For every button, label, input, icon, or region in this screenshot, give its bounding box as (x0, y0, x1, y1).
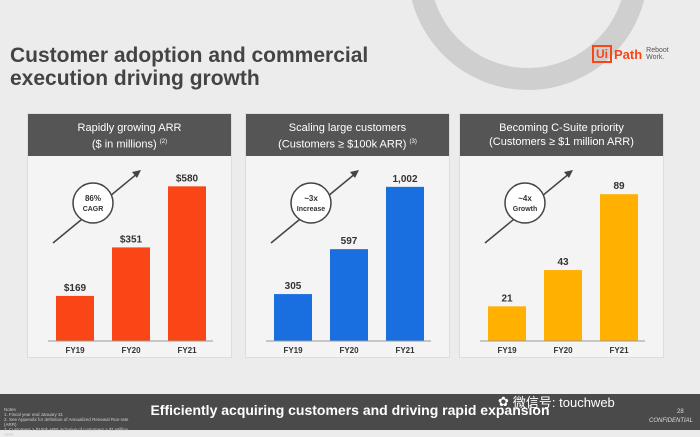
tick-label: FY19 (283, 346, 303, 355)
bar-fy19 (56, 295, 94, 341)
tick-label: FY20 (339, 346, 359, 355)
bar-fy21 (168, 186, 206, 341)
badge-value: ~3x (304, 194, 318, 203)
data-label: $351 (120, 234, 143, 245)
growth-badge (504, 182, 546, 224)
tick-label: FY21 (609, 346, 629, 355)
badge-value: 86% (85, 194, 101, 203)
page-number: 28 (677, 409, 684, 415)
data-label: $580 (176, 173, 199, 184)
badge-caption: Growth (513, 206, 538, 213)
panel-header: Rapidly growing ARR ($ in millions) (2) (28, 114, 231, 156)
bar-fy21 (600, 194, 638, 341)
chart-panel-c-suite: Becoming C-Suite priority (Customers ≥ $… (459, 113, 664, 358)
growth-badge (290, 182, 332, 224)
page-title: Customer adoption and commercial executi… (10, 44, 369, 90)
uipath-logo: Ui Path Reboot Work. (592, 45, 669, 63)
panel-header: Becoming C-Suite priority (Customers ≥ $… (460, 114, 663, 156)
logo-mark: Ui (592, 45, 612, 63)
tick-label: FY21 (177, 346, 197, 355)
data-label: 21 (501, 293, 513, 304)
logo-name: Path (614, 46, 643, 62)
data-label: 1,002 (392, 174, 417, 185)
footer-bar (0, 394, 700, 430)
bar-fy20 (544, 270, 582, 341)
footer-notes: Notes 1. Fiscal year end January 31 2. S… (4, 407, 129, 437)
data-label: 89 (613, 181, 625, 192)
chart-panel-arr: Rapidly growing ARR ($ in millions) (2) … (27, 113, 232, 358)
bar-fy19 (488, 306, 526, 341)
bar-chart-large-customers: 305 FY19 597 FY20 1,002 FY21 ~3x Increase (266, 170, 431, 355)
growth-arrow-head-icon (564, 170, 573, 178)
badge-caption: Increase (297, 206, 326, 213)
tick-label: FY20 (121, 346, 141, 355)
data-label: 43 (557, 257, 569, 268)
bar-chart-c-suite: 21 FY19 43 FY20 89 FY21 ~4x Growth (480, 170, 645, 355)
data-label: 597 (341, 236, 358, 247)
data-label: $169 (64, 283, 87, 294)
logo-tagline: Reboot Work. (646, 47, 669, 61)
badge-value: ~4x (518, 194, 532, 203)
tick-label: FY19 (65, 346, 85, 355)
wechat-watermark: ✿ 微信号: touchweb (498, 393, 615, 411)
bar-chart-arr: $169 FY19 $351 FY20 $580 FY21 86% CAGR (48, 170, 213, 355)
tick-label: FY19 (497, 346, 517, 355)
bar-fy21 (386, 186, 424, 341)
wechat-icon: ✿ (498, 393, 509, 409)
bar-fy19 (274, 294, 312, 341)
confidential-label: CONFIDENTIAL (649, 418, 694, 424)
bar-fy20 (112, 247, 150, 341)
footer-headline: Efficiently acquiring customers and driv… (150, 402, 550, 418)
tick-label: FY20 (553, 346, 573, 355)
badge-caption: CAGR (83, 206, 104, 213)
data-label: 305 (285, 281, 302, 292)
growth-arrow-head-icon (132, 170, 141, 178)
chart-panel-large-customers: Scaling large customers (Customers ≥ $10… (245, 113, 450, 358)
tick-label: FY21 (395, 346, 415, 355)
bar-fy20 (330, 249, 368, 341)
panel-header: Scaling large customers (Customers ≥ $10… (246, 114, 449, 156)
growth-badge (72, 182, 114, 224)
growth-arrow-head-icon (350, 170, 359, 178)
